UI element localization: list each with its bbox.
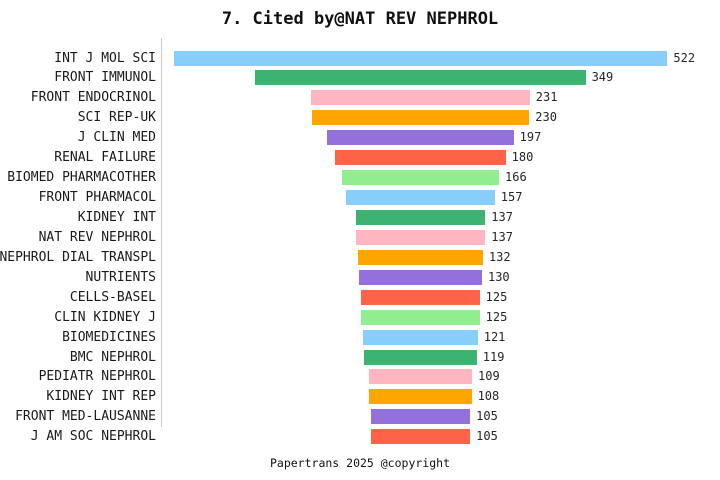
category-label: RENAL FAILURE	[54, 150, 156, 166]
value-label: 105	[476, 429, 498, 444]
value-label: 125	[485, 289, 508, 304]
value-label: 109	[478, 369, 500, 384]
bar	[370, 409, 471, 425]
bar	[363, 329, 478, 345]
value-label: 121	[483, 329, 506, 344]
bar	[311, 90, 530, 106]
bar	[370, 429, 471, 445]
category-label: KIDNEY INT REP	[46, 389, 156, 405]
value-label: 230	[535, 110, 557, 125]
bar	[355, 229, 486, 245]
value-label: 119	[482, 349, 505, 364]
category-label: NAT REV NEPHROL	[38, 229, 156, 245]
bar	[335, 150, 506, 166]
value-label: 130	[487, 269, 510, 284]
chart-title: 7. Cited by@NAT REV NEPHROL	[221, 9, 499, 29]
bar	[346, 190, 495, 205]
bar	[359, 269, 482, 285]
bar	[311, 110, 530, 126]
value-label: 166	[505, 170, 527, 185]
value-label: 132	[488, 249, 511, 264]
bar	[355, 209, 486, 225]
bar	[368, 369, 473, 385]
bar	[361, 309, 480, 325]
category-label: FRONT PHARMACOL	[38, 190, 156, 205]
value-label: 105	[476, 409, 498, 424]
category-label: BIOMED PHARMACOTHER	[7, 170, 156, 186]
category-label: J AM SOC NEPHROL	[30, 429, 156, 445]
category-label: PEDIATR NEPHROL	[38, 369, 156, 385]
value-label: 231	[535, 90, 558, 105]
category-label: CELLS-BASEL	[69, 289, 156, 305]
bar	[173, 50, 668, 66]
value-label: 349	[591, 70, 614, 85]
value-label: 197	[519, 130, 542, 145]
category-label: NUTRIENTS	[85, 269, 156, 285]
category-label: FRONT MED-LAUSANNE	[15, 409, 156, 425]
bar	[341, 170, 499, 186]
value-label: 125	[485, 309, 508, 324]
category-label: KIDNEY INT	[77, 209, 156, 225]
bar	[255, 70, 586, 86]
value-label: 157	[500, 190, 523, 204]
category-label: BIOMEDICINES	[62, 329, 156, 345]
footer-copyright: Papertrans 2025 @copyright	[269, 456, 450, 470]
category-label: CLIN KIDNEY J	[54, 309, 156, 325]
bar	[327, 130, 514, 146]
category-label: J CLIN MED	[77, 130, 156, 146]
value-label: 137	[491, 209, 513, 224]
value-label: 137	[491, 229, 513, 244]
value-label: 108	[477, 389, 500, 404]
value-label: 522	[673, 50, 696, 65]
value-label: 180	[511, 150, 534, 165]
category-label: SCI REP-UK	[77, 110, 156, 126]
bar	[364, 349, 477, 365]
bar	[361, 289, 480, 305]
bar	[369, 389, 472, 405]
category-label: INT J MOL SCI	[54, 50, 156, 66]
y-axis-line	[161, 38, 162, 427]
bar	[358, 249, 483, 265]
category-label: BMC NEPHROL	[69, 349, 156, 365]
category-label: FRONT IMMUNOL	[54, 70, 156, 86]
category-label: NEPHROL DIAL TRANSPL	[0, 249, 156, 265]
category-label: FRONT ENDOCRINOL	[30, 90, 156, 106]
